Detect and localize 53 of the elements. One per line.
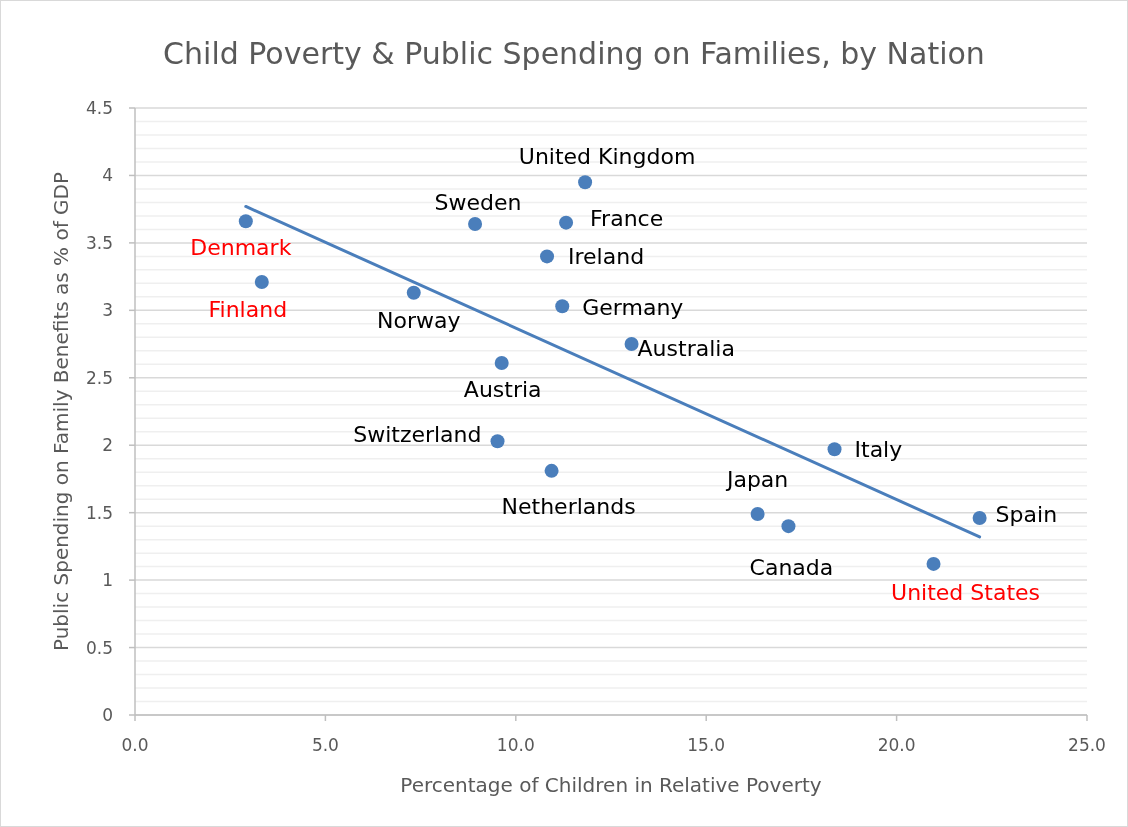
annotation: Australia	[637, 335, 735, 361]
annotation: Ireland	[568, 244, 645, 270]
annotation: Finland	[208, 296, 288, 322]
point	[490, 434, 505, 449]
annotation: Sweden	[434, 189, 522, 215]
annotation: France	[590, 206, 664, 232]
point	[468, 217, 483, 231]
y-tick-label: 1.5	[85, 502, 113, 523]
point	[555, 299, 570, 314]
y-tick-label: 2.5	[85, 367, 113, 388]
point	[624, 337, 639, 352]
annotation: Spain	[995, 501, 1058, 527]
point	[494, 355, 509, 370]
y-tick-label: 4.5	[85, 97, 113, 118]
x-tick-label: 25.0	[1068, 735, 1106, 755]
point	[559, 215, 574, 230]
annotation: Italy	[854, 436, 903, 462]
point	[578, 175, 593, 190]
x-tick-label: 15.0	[687, 735, 726, 755]
annotation: Switzerland	[353, 421, 482, 447]
x-tick-label: 5.0	[311, 735, 339, 755]
x-tick-label: 0.0	[121, 735, 149, 755]
y-axis-title: Public Spending on Family Benefits as % of GDP	[49, 171, 73, 652]
point	[238, 214, 253, 229]
chart-title: Child Poverty & Public Spending on Families, by Nation	[163, 36, 985, 71]
annotation: Norway	[377, 308, 461, 334]
point	[406, 285, 421, 300]
point	[540, 249, 555, 264]
point	[972, 511, 987, 526]
annotation: Japan	[724, 466, 789, 492]
point	[926, 556, 941, 571]
y-tick-label: 3.5	[85, 232, 113, 253]
x-axis-title: Percentage of Children in Relative Poverty	[400, 773, 822, 797]
y-tick-label: 4	[102, 165, 113, 186]
point	[827, 442, 842, 457]
annotation: United States	[891, 579, 1041, 605]
annotation: Denmark	[190, 235, 292, 261]
point	[750, 507, 765, 522]
annotation: Germany	[582, 294, 684, 320]
y-tick-label: 0.5	[85, 637, 113, 658]
x-tick-label: 20.0	[877, 735, 916, 755]
annotation: United Kingdom	[518, 143, 696, 169]
x-tick-label: 10.0	[496, 735, 535, 755]
point	[254, 275, 269, 290]
annotation: Canada	[749, 554, 834, 580]
y-tick-label: 1	[102, 570, 113, 591]
y-tick-label: 0	[102, 704, 113, 725]
y-tick-label: 3	[102, 300, 113, 321]
annotation: Netherlands	[501, 493, 636, 519]
y-tick-label: 2	[102, 435, 113, 456]
point	[544, 463, 559, 478]
point	[781, 519, 796, 534]
annotation: Austria	[463, 376, 542, 402]
